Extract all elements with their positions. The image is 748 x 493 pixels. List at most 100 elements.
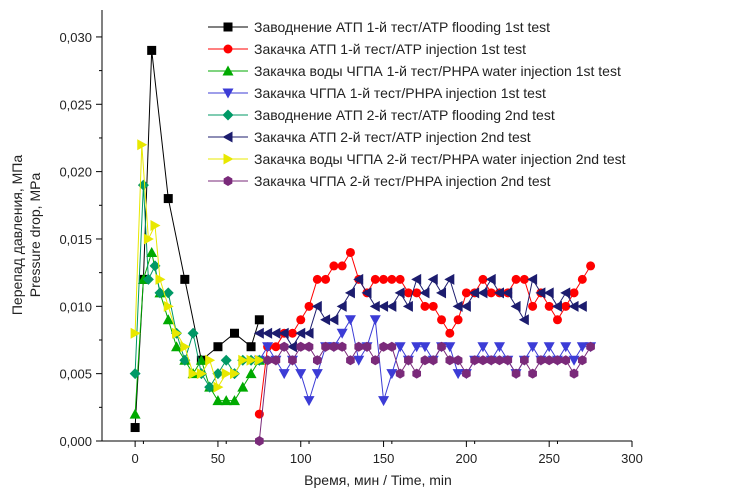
data-point: [312, 355, 322, 366]
data-point: [137, 139, 148, 151]
y-axis-label-line-1: Перепад давления, МПа: [9, 155, 25, 316]
data-point: [378, 300, 389, 312]
data-point: [428, 301, 438, 311]
legend-marker: [222, 131, 233, 143]
legend-label: Закачка ЧГПА 2-й тест/PHPA injection 2nd…: [254, 173, 551, 189]
data-point: [336, 300, 347, 312]
legend-marker: [222, 109, 234, 121]
data-point: [427, 273, 438, 285]
data-point: [445, 355, 455, 366]
data-point: [288, 355, 297, 366]
data-point: [129, 408, 141, 419]
data-point: [212, 368, 224, 380]
legend-item: Заводнение АТП 2-й тест/ATP flooding 2nd…: [208, 107, 555, 123]
legend-item: Закачка АТП 2-й тест/ATP injection 2nd t…: [208, 129, 531, 145]
data-point: [403, 288, 413, 298]
data-point: [460, 300, 471, 312]
y-tick-label: 0,030: [59, 30, 92, 45]
data-point: [213, 381, 224, 393]
data-point: [221, 368, 232, 380]
data-point: [510, 300, 521, 312]
data-point: [337, 261, 347, 271]
data-point: [444, 273, 455, 285]
data-point: [452, 300, 463, 312]
data-point: [304, 301, 314, 311]
data-point: [163, 300, 174, 312]
data-point: [287, 328, 297, 338]
data-point: [511, 368, 521, 379]
data-point: [147, 45, 157, 55]
x-axis: 0 50 100 150 200 250 300: [132, 441, 643, 466]
data-point: [535, 287, 546, 299]
data-point: [520, 355, 529, 366]
data-point: [478, 355, 488, 366]
legend-label: Заводнение АТП 2-й тест/ATP flooding 2nd…: [254, 107, 555, 123]
data-point: [561, 355, 571, 366]
data-point: [370, 274, 380, 284]
data-point: [543, 342, 555, 353]
data-point: [370, 355, 380, 366]
data-point: [395, 274, 405, 284]
data-point: [254, 354, 265, 366]
data-point: [560, 287, 571, 299]
data-point: [149, 260, 161, 272]
x-tick-label: 250: [538, 451, 560, 466]
data-point: [478, 274, 488, 284]
data-point: [436, 287, 447, 299]
legend-item: Закачка воды ЧГПА 2-й тест/PHPA water in…: [208, 151, 626, 167]
y-tick-label: 0,005: [59, 367, 92, 382]
data-point: [544, 355, 554, 366]
data-point: [154, 287, 166, 299]
data-point: [369, 300, 380, 312]
data-point: [163, 194, 173, 204]
data-point: [196, 368, 207, 380]
data-point: [155, 273, 166, 285]
data-point: [329, 341, 339, 352]
data-point: [528, 368, 537, 379]
legend-marker: [222, 88, 234, 99]
x-tick-label: 0: [132, 451, 139, 466]
data-point: [428, 355, 438, 366]
data-point: [420, 355, 430, 366]
legend-label: Закачка ЧГПА 1-й тест/PHPA injection 1st…: [254, 85, 546, 101]
data-point: [394, 287, 405, 299]
y-tick-label: 0,025: [59, 97, 92, 112]
data-point: [477, 287, 488, 299]
plot-area: [101, 10, 632, 442]
data-point: [412, 288, 422, 298]
data-point: [444, 342, 456, 353]
data-point: [213, 342, 223, 352]
data-point: [576, 342, 588, 353]
data-point: [577, 274, 587, 284]
data-point: [204, 381, 216, 393]
data-point: [320, 314, 331, 326]
data-point: [130, 327, 141, 339]
data-point: [561, 301, 571, 311]
data-point: [162, 314, 174, 325]
y-tick-label: 0,000: [59, 434, 92, 449]
data-point: [262, 342, 274, 353]
data-point: [379, 341, 388, 352]
data-point: [553, 355, 562, 366]
data-point: [263, 355, 272, 366]
series-line: [134, 50, 260, 428]
data-point: [205, 354, 216, 366]
data-point: [494, 287, 504, 299]
data-point: [353, 355, 365, 366]
data-point: [296, 341, 306, 352]
x-tick-label: 300: [621, 451, 643, 466]
legend-item: Закачка АТП 1-й тест/ATP injection 1st t…: [208, 41, 526, 57]
data-point: [311, 300, 322, 312]
data-point: [230, 368, 240, 380]
legend-label: Закачка АТП 1-й тест/ATP injection 1st t…: [254, 41, 526, 57]
data-point: [519, 274, 529, 284]
data-point: [552, 315, 562, 325]
data-point: [379, 274, 389, 284]
data-point: [353, 273, 364, 285]
series-line: [259, 278, 583, 348]
legend-item: Закачка ЧГПА 1-й тест/PHPA injection 1st…: [208, 85, 546, 101]
data-point: [220, 395, 232, 406]
data-point: [262, 327, 273, 339]
data-point: [477, 342, 489, 353]
data-point: [130, 423, 140, 433]
